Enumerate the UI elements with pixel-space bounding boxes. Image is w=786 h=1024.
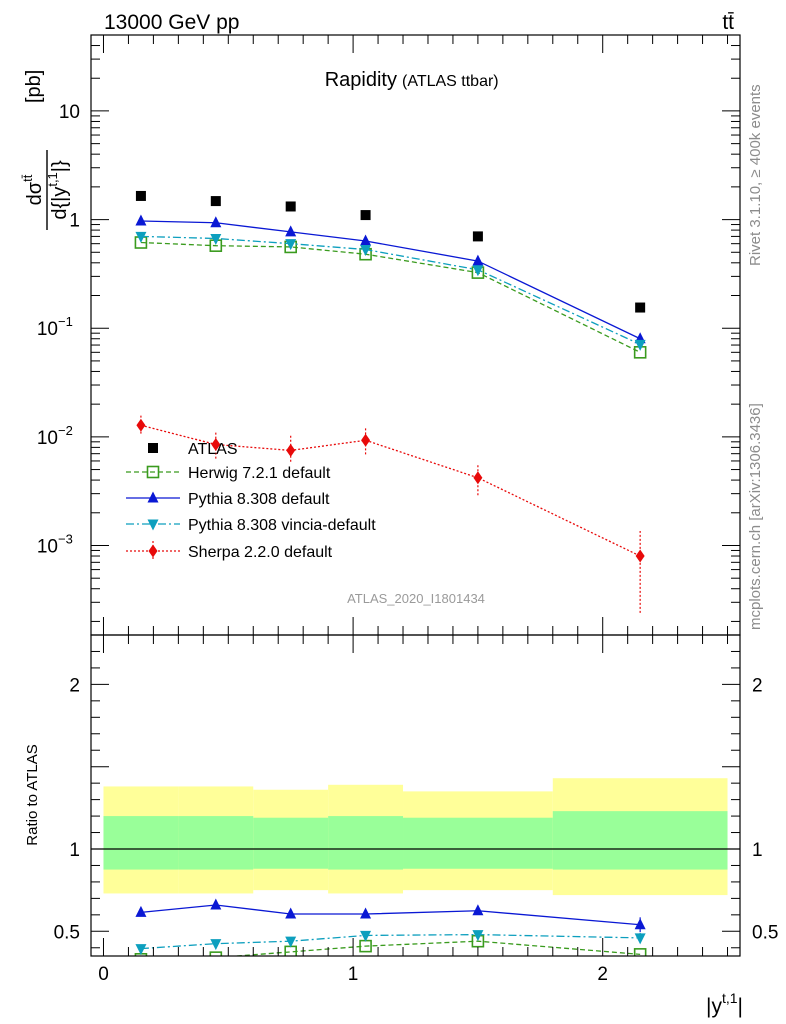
- vincia-point: [210, 233, 222, 245]
- ratio-x-tick-label: 2: [597, 964, 608, 985]
- ratio-band-inner: [403, 817, 553, 869]
- legend-herwig-marker: [146, 465, 160, 479]
- data-point: [135, 190, 146, 201]
- main-y-tick-exponent: −1: [58, 314, 73, 329]
- vincia-point: [360, 245, 372, 257]
- data-point: [472, 231, 483, 242]
- main-y-tick-label: 10: [59, 102, 80, 123]
- vincia-point: [634, 339, 646, 351]
- ratio-pythia-line: [140, 904, 641, 926]
- mcplots-label: mcplots.cern.ch [arXiv:1306.3436]: [747, 403, 764, 630]
- ratio-panel: 0.5 0.5 1 1 2 2 0 1 2: [54, 634, 778, 985]
- legend: ATLAS Herwig 7.2.1 default Pythia 8.308 de…: [126, 441, 376, 561]
- ratio-pythia-point: [135, 905, 147, 917]
- ratio-band-inner: [103, 816, 179, 870]
- ratio-y-tick-label: 0.5: [54, 922, 80, 943]
- ratio-pythia-point: [634, 918, 646, 930]
- pythia-point: [135, 214, 147, 226]
- ratio-x-tick-label: 1: [348, 964, 359, 985]
- ratio-y-axis-title: Ratio to ATLAS: [24, 744, 41, 845]
- x-axis-title: |yt,1|: [706, 990, 743, 1018]
- legend-vincia-marker: [147, 519, 159, 531]
- ratio-pythia-point: [285, 907, 297, 919]
- legend-sherpa-label: Sherpa 2.2.0 default: [188, 544, 333, 561]
- main-y-tick-exponent: −3: [58, 531, 73, 546]
- sherpa-point: [473, 471, 483, 485]
- legend-data-marker: [148, 443, 158, 453]
- vincia-point: [285, 239, 297, 251]
- ratio-vincia-point: [135, 944, 147, 956]
- plot-title: Rapidity: [325, 69, 397, 91]
- ratio-y-tick-label: 1: [69, 840, 80, 861]
- data-point: [635, 302, 646, 313]
- ratio-vincia-point: [210, 939, 222, 951]
- main-y-tick-label: 10: [37, 319, 58, 340]
- sherpa-point: [286, 443, 296, 457]
- ratio-vincia-point: [634, 933, 646, 945]
- ratio-vincia-point: [472, 930, 484, 942]
- ratio-series-group: [134, 898, 647, 956]
- legend-sherpa-marker: [148, 544, 158, 558]
- sherpa-point: [136, 418, 146, 432]
- ratio-band-inner: [178, 816, 254, 870]
- ratio-x-tick-label: 0: [98, 964, 109, 985]
- pythia-line: [140, 220, 641, 340]
- ratio-y-tick-label: 2: [69, 675, 80, 696]
- data-point: [210, 196, 221, 207]
- ratio-herwig-point: [209, 951, 223, 956]
- ratio-y-tick-label-right: 0.5: [752, 922, 778, 943]
- ratio-band-inner: [328, 816, 404, 870]
- y-title-denominator: d{|yt,1|}: [45, 160, 71, 220]
- analysis-label: ATLAS_2020_I1801434: [347, 591, 485, 606]
- pythia-point: [210, 216, 222, 228]
- ratio-pythia-point: [210, 898, 222, 910]
- y-title-numerator: dσtt̄: [20, 174, 46, 205]
- y-title-unit: [pb]: [23, 70, 45, 103]
- ratio-vincia-point: [285, 936, 297, 948]
- ratio-herwig-point: [633, 948, 647, 956]
- legend-pythia-marker: [147, 491, 159, 503]
- data-point: [285, 201, 296, 212]
- main-y-axis-title: dσtt̄ d{|yt,1|} [pb]: [20, 70, 71, 230]
- vincia-point: [472, 265, 484, 277]
- ratio-pythia-point: [472, 904, 484, 916]
- pythia-point: [472, 254, 484, 266]
- pythia-point: [285, 225, 297, 237]
- vincia-line: [140, 235, 641, 345]
- sherpa-line: [140, 424, 641, 557]
- rivet-label: Rivet 3.1.10, ≥ 400k events: [747, 84, 764, 266]
- ratio-band-inner: [253, 817, 329, 869]
- legend-data-label: ATLAS: [188, 441, 238, 458]
- herwig-line: [140, 241, 641, 353]
- ratio-y-tick-label-right: 2: [752, 675, 763, 696]
- main-y-tick-label: 10: [37, 428, 58, 449]
- sherpa-point: [635, 549, 645, 563]
- legend-vincia-label: Pythia 8.308 vincia-default: [188, 517, 376, 534]
- legend-herwig-label: Herwig 7.2.1 default: [188, 465, 331, 482]
- sherpa-point: [211, 438, 221, 452]
- ratio-pythia-point: [360, 907, 372, 919]
- ratio-y-tick-label-right: 1: [752, 840, 763, 861]
- ratio-vincia-point: [360, 930, 372, 942]
- main-y-tick-exponent: −2: [58, 423, 73, 438]
- pythia-point: [360, 234, 372, 246]
- main-y-tick-label: 10: [37, 536, 58, 557]
- plot-subtitle: (ATLAS ttbar): [402, 73, 499, 90]
- main-y-tick-label: 1: [69, 211, 80, 232]
- collision-label: 13000 GeV pp: [104, 11, 239, 34]
- vincia-point: [135, 231, 147, 243]
- sherpa-point: [361, 433, 371, 447]
- ratio-frame: [90, 634, 741, 957]
- ratio-band-inner: [552, 811, 728, 870]
- data-point: [360, 210, 371, 221]
- legend-pythia-label: Pythia 8.308 default: [188, 491, 330, 508]
- process-label: tt̄: [722, 11, 734, 34]
- ratio-vincia-line: [140, 933, 641, 950]
